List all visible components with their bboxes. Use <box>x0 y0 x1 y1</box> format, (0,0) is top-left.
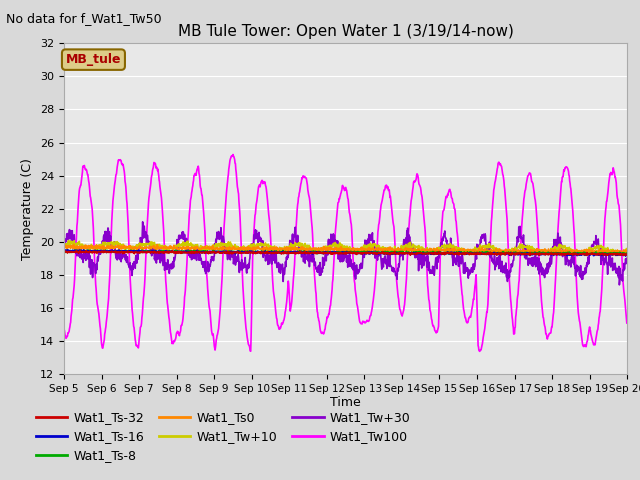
Title: MB Tule Tower: Open Water 1 (3/19/14-now): MB Tule Tower: Open Water 1 (3/19/14-now… <box>178 24 513 39</box>
Text: No data for f_Wat1_Tw50: No data for f_Wat1_Tw50 <box>6 12 162 25</box>
Y-axis label: Temperature (C): Temperature (C) <box>22 158 35 260</box>
Text: MB_tule: MB_tule <box>66 53 121 66</box>
X-axis label: Time: Time <box>330 396 361 408</box>
Legend: Wat1_Ts-32, Wat1_Ts-16, Wat1_Ts-8, Wat1_Ts0, Wat1_Tw+10, Wat1_Tw+30, Wat1_Tw100: Wat1_Ts-32, Wat1_Ts-16, Wat1_Ts-8, Wat1_… <box>31 406 415 468</box>
